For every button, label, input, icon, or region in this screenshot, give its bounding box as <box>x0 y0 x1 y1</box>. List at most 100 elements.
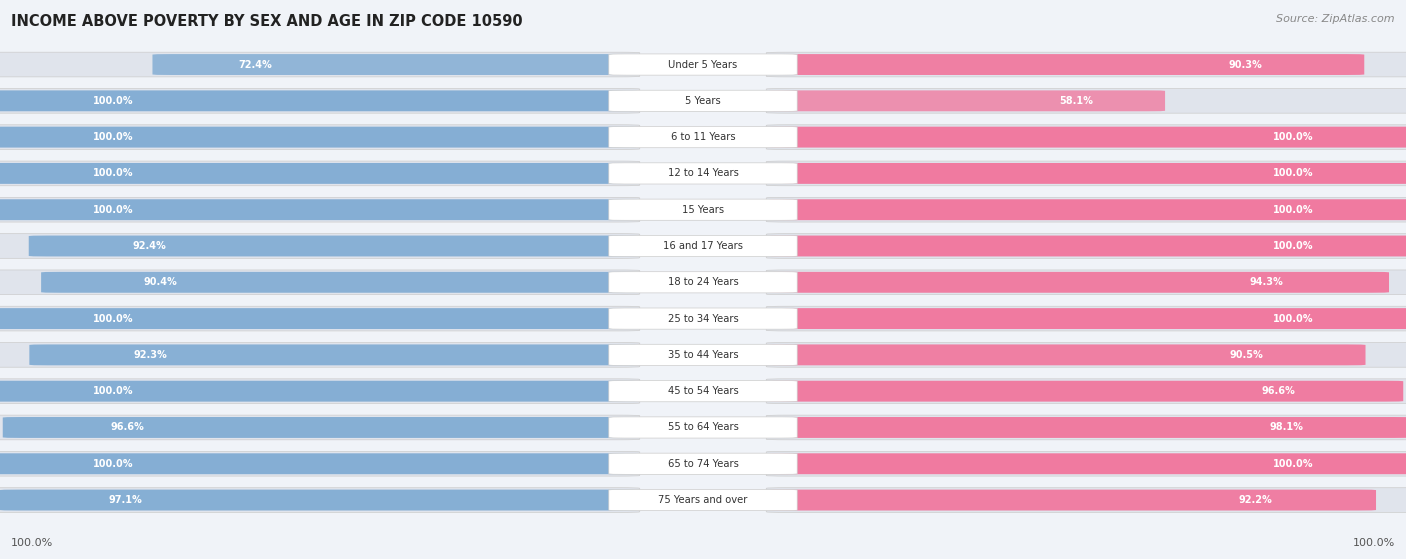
FancyBboxPatch shape <box>0 308 637 329</box>
FancyBboxPatch shape <box>0 415 640 440</box>
FancyBboxPatch shape <box>0 234 640 258</box>
Text: 100.0%: 100.0% <box>93 314 134 324</box>
FancyBboxPatch shape <box>609 308 797 329</box>
FancyBboxPatch shape <box>769 163 1406 184</box>
Text: 100.0%: 100.0% <box>93 386 134 396</box>
FancyBboxPatch shape <box>0 199 637 220</box>
FancyBboxPatch shape <box>769 91 1166 111</box>
FancyBboxPatch shape <box>28 235 637 257</box>
FancyBboxPatch shape <box>609 90 797 111</box>
Text: 100.0%: 100.0% <box>93 96 134 106</box>
FancyBboxPatch shape <box>766 234 1406 258</box>
Text: 65 to 74 Years: 65 to 74 Years <box>668 459 738 469</box>
Text: 12 to 14 Years: 12 to 14 Years <box>668 168 738 178</box>
FancyBboxPatch shape <box>609 126 797 148</box>
FancyBboxPatch shape <box>769 490 1376 510</box>
FancyBboxPatch shape <box>609 453 797 475</box>
Text: 100.0%: 100.0% <box>1353 538 1395 548</box>
Text: 100.0%: 100.0% <box>93 205 134 215</box>
FancyBboxPatch shape <box>609 417 797 438</box>
Text: 100.0%: 100.0% <box>93 132 134 142</box>
Text: 100.0%: 100.0% <box>93 168 134 178</box>
Text: INCOME ABOVE POVERTY BY SEX AND AGE IN ZIP CODE 10590: INCOME ABOVE POVERTY BY SEX AND AGE IN Z… <box>11 14 523 29</box>
FancyBboxPatch shape <box>609 490 797 511</box>
FancyBboxPatch shape <box>766 379 1406 404</box>
FancyBboxPatch shape <box>609 272 797 293</box>
Text: 58.1%: 58.1% <box>1059 96 1092 106</box>
FancyBboxPatch shape <box>41 272 637 293</box>
Text: 92.2%: 92.2% <box>1239 495 1272 505</box>
FancyBboxPatch shape <box>0 270 640 295</box>
Text: 97.1%: 97.1% <box>108 495 142 505</box>
FancyBboxPatch shape <box>0 487 640 513</box>
FancyBboxPatch shape <box>769 344 1365 366</box>
FancyBboxPatch shape <box>0 88 640 113</box>
FancyBboxPatch shape <box>0 343 640 367</box>
Text: 6 to 11 Years: 6 to 11 Years <box>671 132 735 142</box>
Text: 16 and 17 Years: 16 and 17 Years <box>664 241 742 251</box>
Text: 92.4%: 92.4% <box>132 241 166 251</box>
FancyBboxPatch shape <box>152 54 637 75</box>
FancyBboxPatch shape <box>769 235 1406 257</box>
Text: Under 5 Years: Under 5 Years <box>668 60 738 69</box>
FancyBboxPatch shape <box>609 199 797 220</box>
FancyBboxPatch shape <box>769 199 1406 220</box>
FancyBboxPatch shape <box>0 381 637 401</box>
Text: 96.6%: 96.6% <box>1261 386 1295 396</box>
Text: 75 Years and over: 75 Years and over <box>658 495 748 505</box>
Text: 55 to 64 Years: 55 to 64 Years <box>668 423 738 433</box>
Text: 90.5%: 90.5% <box>1229 350 1263 360</box>
FancyBboxPatch shape <box>30 344 637 366</box>
FancyBboxPatch shape <box>0 52 640 77</box>
FancyBboxPatch shape <box>609 163 797 184</box>
Text: 18 to 24 Years: 18 to 24 Years <box>668 277 738 287</box>
Text: 35 to 44 Years: 35 to 44 Years <box>668 350 738 360</box>
FancyBboxPatch shape <box>0 453 637 474</box>
FancyBboxPatch shape <box>609 381 797 402</box>
Text: 25 to 34 Years: 25 to 34 Years <box>668 314 738 324</box>
Text: 100.0%: 100.0% <box>1272 241 1313 251</box>
FancyBboxPatch shape <box>769 54 1364 75</box>
FancyBboxPatch shape <box>766 415 1406 440</box>
FancyBboxPatch shape <box>766 487 1406 513</box>
FancyBboxPatch shape <box>769 308 1406 329</box>
FancyBboxPatch shape <box>3 417 637 438</box>
FancyBboxPatch shape <box>0 379 640 404</box>
FancyBboxPatch shape <box>769 381 1403 401</box>
Text: 100.0%: 100.0% <box>1272 205 1313 215</box>
FancyBboxPatch shape <box>0 161 640 186</box>
FancyBboxPatch shape <box>769 417 1406 438</box>
Text: Source: ZipAtlas.com: Source: ZipAtlas.com <box>1277 14 1395 24</box>
Text: 72.4%: 72.4% <box>238 60 271 69</box>
Text: 5 Years: 5 Years <box>685 96 721 106</box>
Text: 90.4%: 90.4% <box>143 277 177 287</box>
Text: 100.0%: 100.0% <box>93 459 134 469</box>
FancyBboxPatch shape <box>609 344 797 366</box>
FancyBboxPatch shape <box>0 197 640 222</box>
Text: 98.1%: 98.1% <box>1270 423 1303 433</box>
FancyBboxPatch shape <box>0 125 640 149</box>
FancyBboxPatch shape <box>0 306 640 331</box>
Text: 100.0%: 100.0% <box>1272 168 1313 178</box>
Text: 100.0%: 100.0% <box>1272 314 1313 324</box>
FancyBboxPatch shape <box>766 161 1406 186</box>
FancyBboxPatch shape <box>766 125 1406 149</box>
Text: 45 to 54 Years: 45 to 54 Years <box>668 386 738 396</box>
Text: 100.0%: 100.0% <box>11 538 53 548</box>
FancyBboxPatch shape <box>609 54 797 75</box>
FancyBboxPatch shape <box>766 270 1406 295</box>
FancyBboxPatch shape <box>769 127 1406 148</box>
FancyBboxPatch shape <box>766 52 1406 77</box>
FancyBboxPatch shape <box>0 91 637 111</box>
Text: 90.3%: 90.3% <box>1229 60 1263 69</box>
Text: 92.3%: 92.3% <box>134 350 167 360</box>
Text: 100.0%: 100.0% <box>1272 132 1313 142</box>
FancyBboxPatch shape <box>0 452 640 476</box>
FancyBboxPatch shape <box>0 127 637 148</box>
FancyBboxPatch shape <box>769 453 1406 474</box>
FancyBboxPatch shape <box>766 197 1406 222</box>
FancyBboxPatch shape <box>769 272 1389 293</box>
Text: 96.6%: 96.6% <box>111 423 145 433</box>
FancyBboxPatch shape <box>609 235 797 257</box>
FancyBboxPatch shape <box>766 452 1406 476</box>
